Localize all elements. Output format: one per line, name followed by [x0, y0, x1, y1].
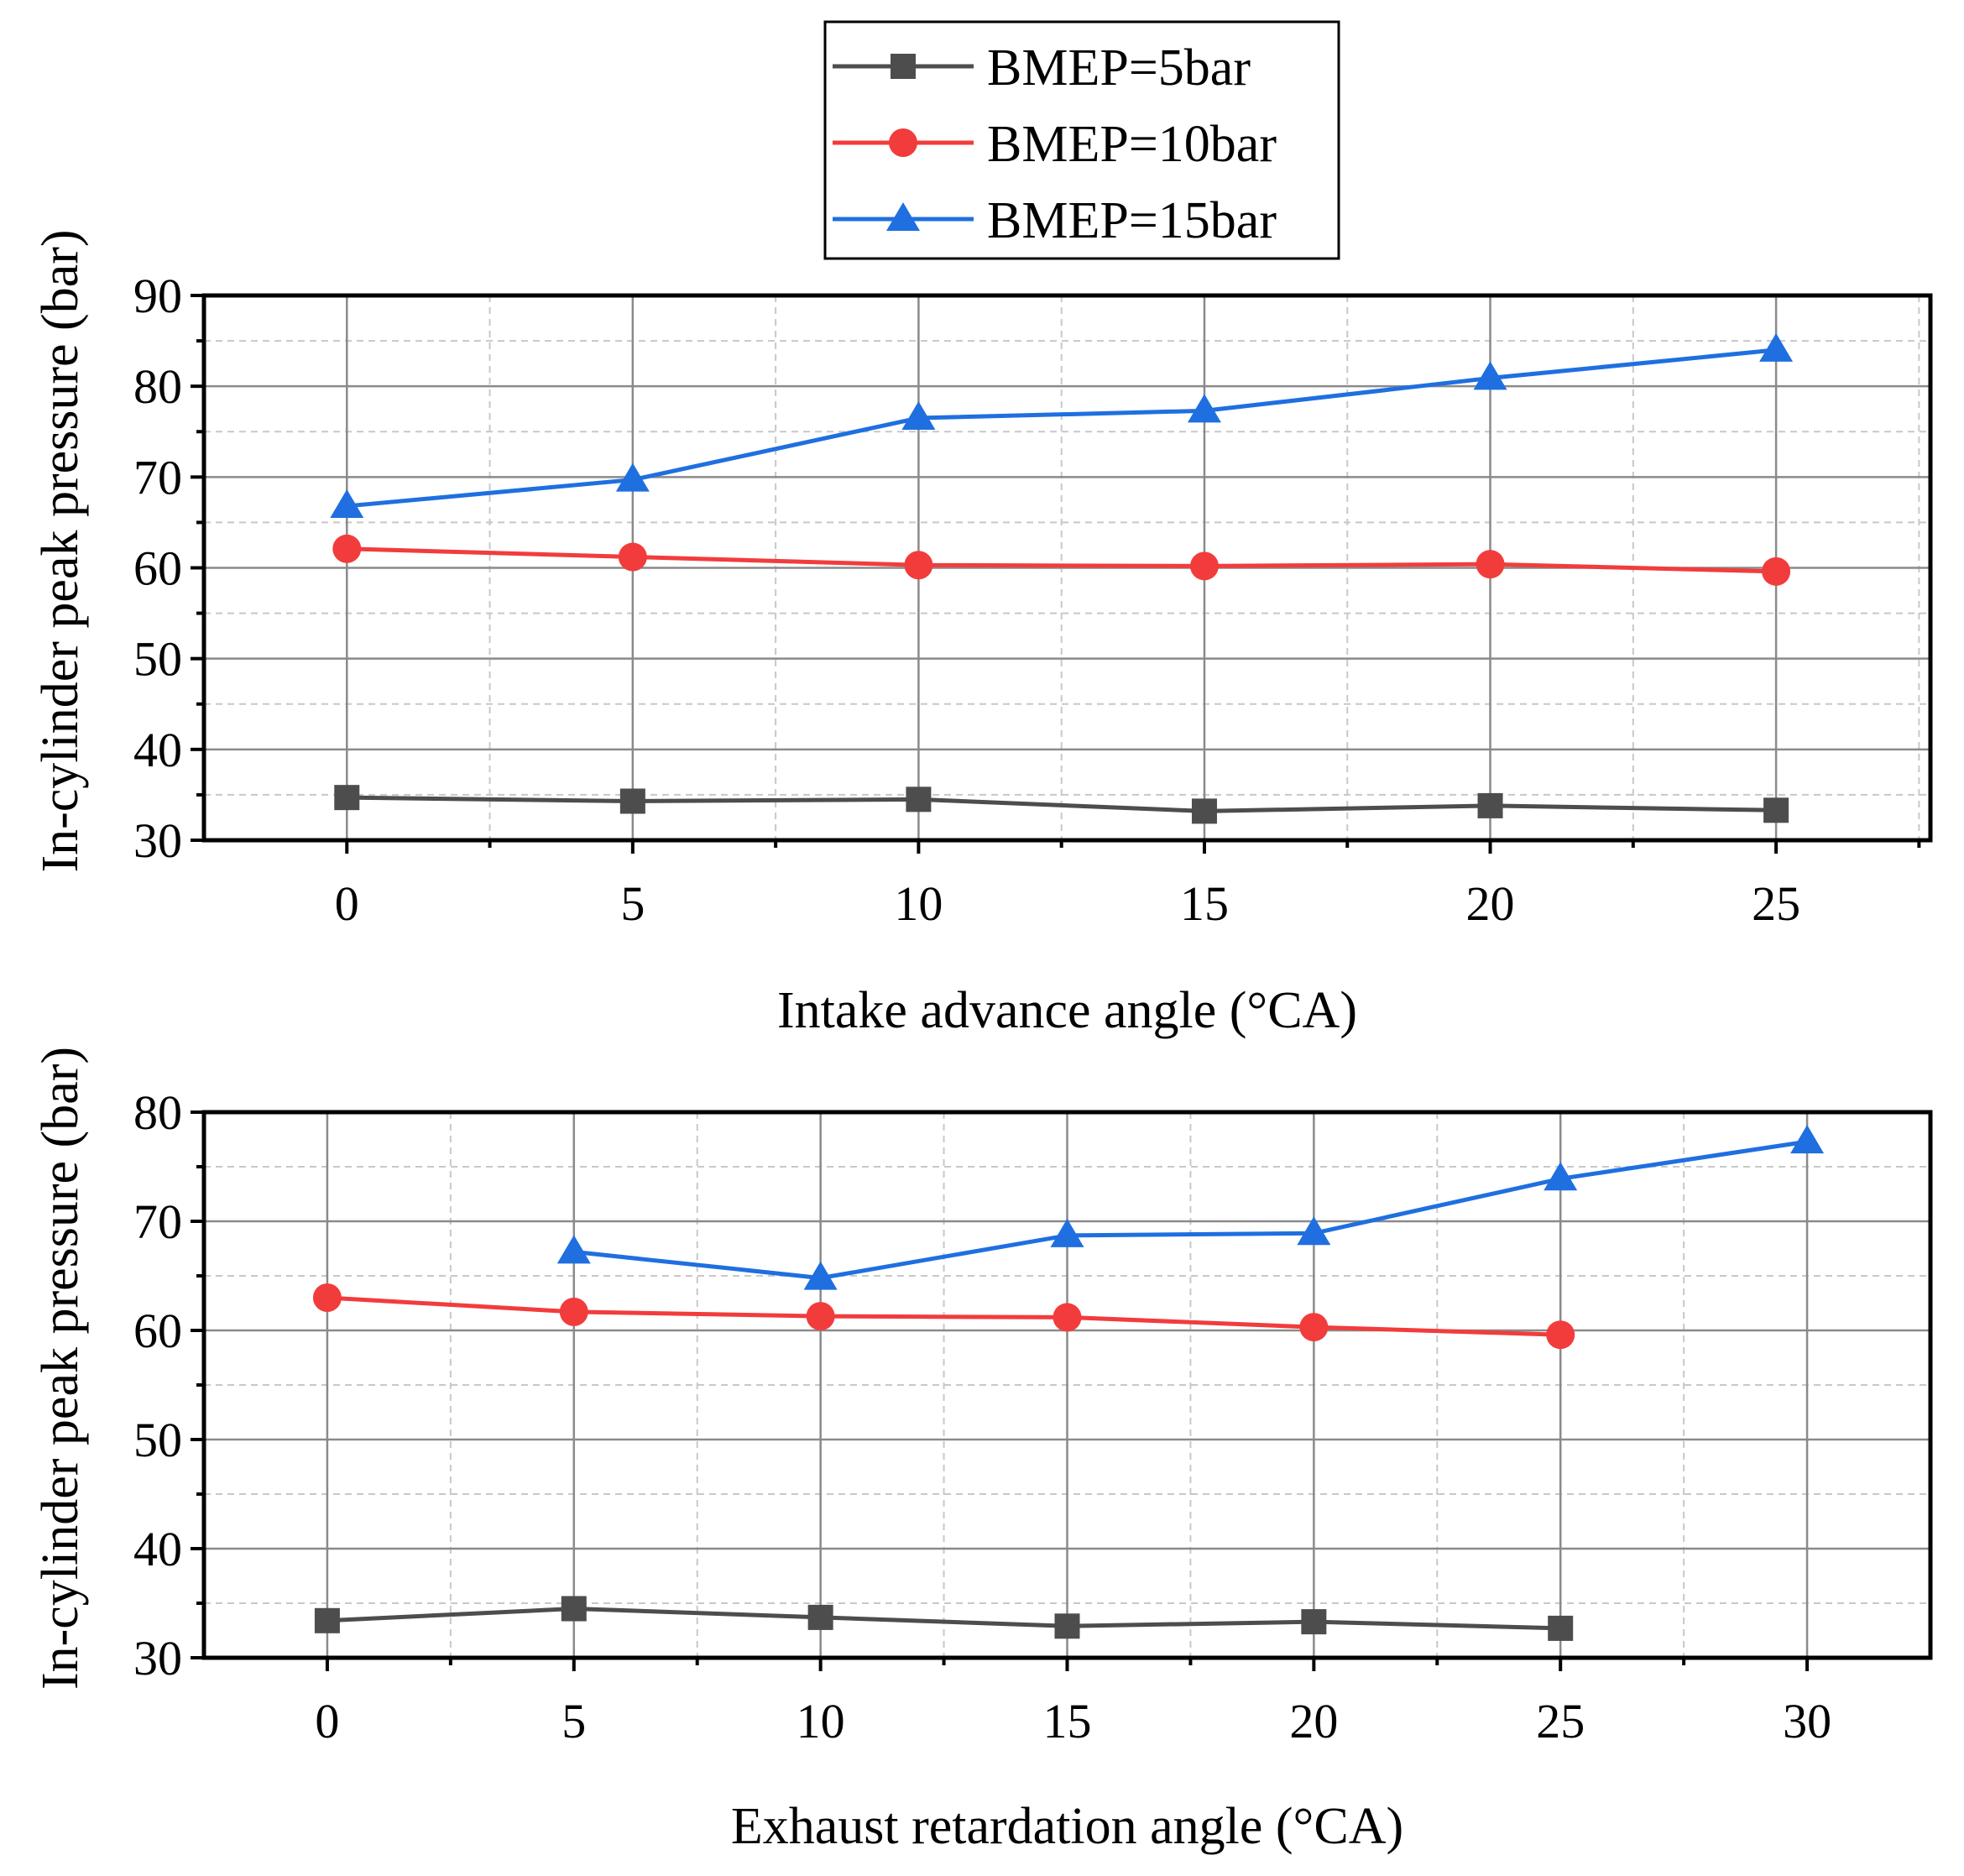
- legend-item-bmep-10bar: BMEP=10bar: [833, 116, 1277, 173]
- y-tick-label: 70: [133, 1194, 182, 1249]
- x-tick-label: 30: [1783, 1694, 1831, 1748]
- y-tick-label: 30: [133, 1631, 182, 1685]
- series-bmep-10bar: [332, 534, 1791, 586]
- x-tick-label: 5: [620, 876, 645, 931]
- legend: BMEP=5bar BMEP=10bar BMEP=15bar: [823, 20, 1340, 260]
- data-point: [803, 1261, 838, 1290]
- data-point: [615, 462, 650, 492]
- x-tick-label: 10: [894, 876, 943, 931]
- data-point: [559, 1297, 588, 1326]
- data-point: [1762, 557, 1791, 586]
- data-point: [1189, 551, 1219, 581]
- y-axis-label: In-cylinder peak pressure (bar): [32, 1047, 89, 1690]
- y-tick-label: 60: [133, 1304, 182, 1358]
- y-tick-label: 80: [133, 359, 182, 414]
- data-point: [1763, 797, 1789, 823]
- series-bmep-15bar: [556, 1125, 1825, 1290]
- y-tick-label: 40: [133, 1522, 182, 1576]
- data-point: [312, 1283, 342, 1312]
- series-bmep-10bar: [312, 1283, 1575, 1350]
- x-tick-label: 20: [1466, 876, 1515, 931]
- series-bmep-5bar: [314, 1596, 1574, 1641]
- legend-item-bmep-15bar: BMEP=15bar: [833, 192, 1277, 249]
- data-point: [904, 551, 933, 580]
- y-tick-label: 50: [133, 632, 182, 687]
- legend-circle-marker: [889, 128, 917, 157]
- data-point: [1759, 332, 1794, 362]
- legend-item-bmep-5bar: BMEP=5bar: [833, 39, 1251, 97]
- legend-label: BMEP=10bar: [987, 116, 1277, 173]
- legend-triangle-marker: [886, 202, 920, 231]
- y-axis-label: In-cylinder peak pressure (bar): [32, 229, 89, 872]
- x-tick-label: 0: [335, 876, 359, 931]
- x-tick-label: 15: [1180, 876, 1229, 931]
- x-tick-label: 15: [1043, 1694, 1092, 1748]
- data-point: [1299, 1313, 1329, 1342]
- data-point: [1054, 1613, 1080, 1639]
- legend-square-marker: [891, 54, 916, 79]
- data-point: [1544, 1162, 1578, 1191]
- y-tick-label: 30: [133, 813, 182, 868]
- data-point: [1546, 1320, 1575, 1350]
- legend-label: BMEP=15bar: [987, 192, 1277, 249]
- x-tick-label: 25: [1752, 876, 1800, 931]
- y-tick-label: 50: [133, 1413, 182, 1467]
- data-point: [1790, 1125, 1825, 1154]
- data-point: [334, 785, 360, 811]
- data-point: [1191, 798, 1217, 824]
- data-point: [330, 489, 364, 518]
- chart-intake-advance: 30 40 50 60 70 80 90 0 5 10 15 20 25 Intake advance a…: [32, 229, 1933, 1039]
- y-tick-label: 70: [133, 450, 182, 504]
- data-point: [618, 542, 647, 572]
- data-point: [1301, 1609, 1327, 1635]
- x-tick-label: 20: [1289, 1694, 1338, 1748]
- data-point: [1473, 361, 1507, 390]
- series-bmep-5bar: [334, 785, 1789, 824]
- chart-exhaust-retardation: 30 40 50 60 70 80 0 5 10 15 20 25 30 Exhaust retardat…: [32, 1047, 1933, 1855]
- legend-label: BMEP=5bar: [987, 39, 1251, 97]
- grid: [204, 1110, 1930, 1659]
- data-point: [1297, 1216, 1331, 1246]
- series-line: [326, 1295, 1561, 1337]
- data-point: [906, 786, 932, 813]
- data-point: [1477, 792, 1503, 818]
- data-point: [806, 1302, 835, 1331]
- x-tick-label: 10: [797, 1694, 845, 1748]
- data-point: [561, 1596, 587, 1622]
- data-point: [1476, 550, 1505, 579]
- series-line: [347, 546, 1777, 574]
- x-axis-label: Intake advance angle (°CA): [777, 982, 1357, 1039]
- series-line: [347, 795, 1777, 813]
- data-point: [556, 1235, 591, 1264]
- series-bmep-15bar: [330, 332, 1794, 518]
- data-point: [1050, 1218, 1084, 1247]
- y-tick-label: 40: [133, 723, 182, 777]
- data-point: [1548, 1615, 1574, 1641]
- series-line: [573, 1139, 1808, 1281]
- x-tick-label: 5: [562, 1694, 586, 1748]
- data-point: [314, 1607, 340, 1633]
- x-tick-label: 0: [315, 1694, 339, 1748]
- data-point: [807, 1604, 833, 1630]
- data-point: [901, 401, 936, 431]
- data-point: [619, 788, 645, 814]
- data-point: [332, 534, 362, 563]
- data-point: [1053, 1303, 1082, 1332]
- x-tick-label: 25: [1536, 1694, 1585, 1748]
- y-tick-label: 60: [133, 541, 182, 596]
- y-tick-label: 90: [133, 269, 182, 323]
- series-line: [326, 1606, 1561, 1631]
- data-point: [1187, 394, 1221, 423]
- y-tick-label: 80: [133, 1085, 182, 1140]
- x-axis-label: Exhaust retardation angle (°CA): [731, 1798, 1403, 1855]
- series-line: [347, 348, 1777, 509]
